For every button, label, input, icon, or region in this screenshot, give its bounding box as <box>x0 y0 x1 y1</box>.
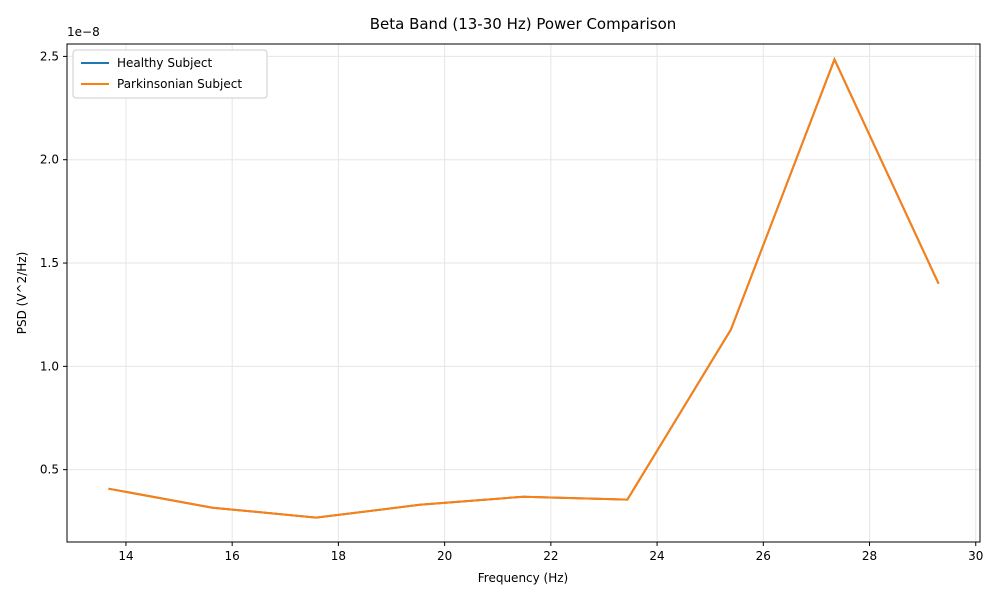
legend-box <box>72 49 268 99</box>
legend-label: Healthy Subject <box>117 56 212 70</box>
y-axis-label: PSD (V^2/Hz) <box>15 252 29 335</box>
y-tick-label: 1.0 <box>40 359 59 373</box>
x-tick-label: 24 <box>649 549 664 563</box>
y-tick-label: 2.0 <box>40 153 59 167</box>
y-tick-label: 2.5 <box>40 49 59 63</box>
x-tick-label: 28 <box>862 549 877 563</box>
legend-label: Parkinsonian Subject <box>117 77 242 91</box>
x-tick-label: 18 <box>331 549 346 563</box>
x-tick-label: 30 <box>968 549 983 563</box>
y-tick-label: 0.5 <box>40 463 59 477</box>
x-tick-label: 26 <box>756 549 771 563</box>
y-tick-label: 1.5 <box>40 256 59 270</box>
x-tick-label: 16 <box>225 549 240 563</box>
plot-frame <box>66 43 981 543</box>
series-line <box>108 56 940 519</box>
offset-text: 1e−8 <box>67 25 100 39</box>
chart-title: Beta Band (13-30 Hz) Power Comparison <box>370 15 677 33</box>
x-axis-label: Frequency (Hz) <box>478 571 569 585</box>
x-tick-label: 22 <box>543 549 558 563</box>
series-line <box>108 56 940 519</box>
x-tick-label: 14 <box>118 549 133 563</box>
x-tick-label: 20 <box>437 549 452 563</box>
